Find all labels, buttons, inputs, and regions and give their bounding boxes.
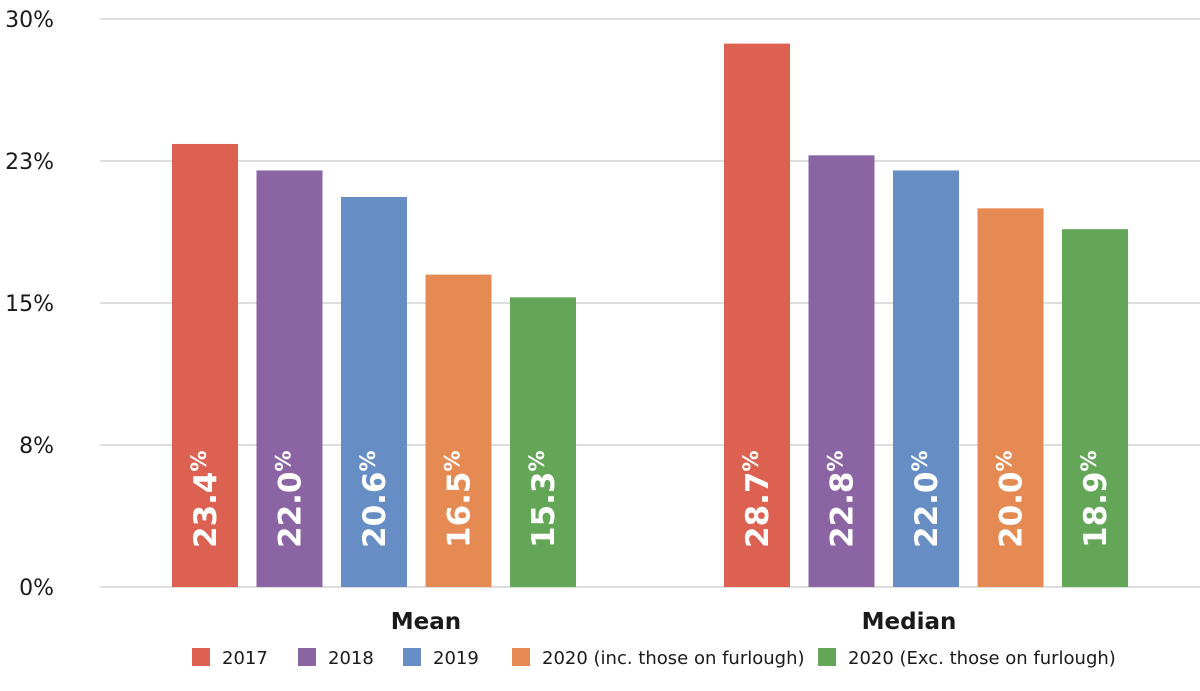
bar-value-label: 28.7% xyxy=(739,450,776,548)
bar-value-label: 22.8% xyxy=(824,450,861,548)
bar-2018-mean xyxy=(256,170,323,587)
y-tick-label: 8% xyxy=(19,434,54,459)
y-axis-tick-labels: 0% 8% 15% 23% 30% xyxy=(5,8,54,601)
bar-value-label: 20.0% xyxy=(993,450,1030,548)
bar-value-label: 15.3% xyxy=(525,450,562,548)
x-category-label: Median xyxy=(862,609,957,635)
legend-swatch xyxy=(403,648,421,666)
bar-value-label: 16.5% xyxy=(441,450,478,548)
bar-2020-exc-those-on-furlough-mean xyxy=(510,297,576,587)
x-category-label: Mean xyxy=(391,609,461,635)
legend-label: 2020 (Exc. those on furlough) xyxy=(848,648,1116,669)
y-tick-label: 0% xyxy=(19,576,54,601)
bar-2019-mean xyxy=(341,196,407,587)
bar-2019-median xyxy=(893,170,959,587)
y-tick-label: 15% xyxy=(5,292,54,317)
bar-value-label: 20.6% xyxy=(356,450,393,548)
bar-2018-median xyxy=(808,155,875,587)
legend-label: 2019 xyxy=(433,648,479,669)
legend-swatch xyxy=(192,648,210,666)
y-tick-label: 23% xyxy=(5,150,54,175)
legend: 2017 2018 2019 2020 (inc. those on furlough… xyxy=(192,648,1116,669)
bar-2020-inc-those-on-furlough-mean xyxy=(425,274,492,587)
bar-value-label: 18.9% xyxy=(1077,450,1114,548)
legend-label: 2018 xyxy=(328,648,374,669)
bar-2017-median xyxy=(724,43,790,587)
bars xyxy=(172,43,1128,588)
bar-2020-inc-those-on-furlough-median xyxy=(977,208,1044,588)
legend-label: 2020 (inc. those on furlough) xyxy=(542,648,805,669)
bar-value-label: 23.4% xyxy=(187,450,224,548)
x-axis-category-labels: Mean Median xyxy=(391,609,957,635)
bar-value-label: 22.0% xyxy=(908,450,945,548)
legend-swatch xyxy=(818,648,836,666)
legend-swatch xyxy=(298,648,316,666)
bar-value-labels: 23.4% 22.0% 20.6% 16.5% 15.3% 28.7% 22.8% 22.0%… xyxy=(187,450,1114,548)
bar-2020-exc-those-on-furlough-median xyxy=(1062,229,1128,587)
legend-swatch xyxy=(512,648,530,666)
bar-2017-mean xyxy=(172,143,238,587)
legend-label: 2017 xyxy=(222,648,268,669)
bar-value-label: 22.0% xyxy=(272,450,309,548)
y-tick-label: 30% xyxy=(5,8,54,33)
